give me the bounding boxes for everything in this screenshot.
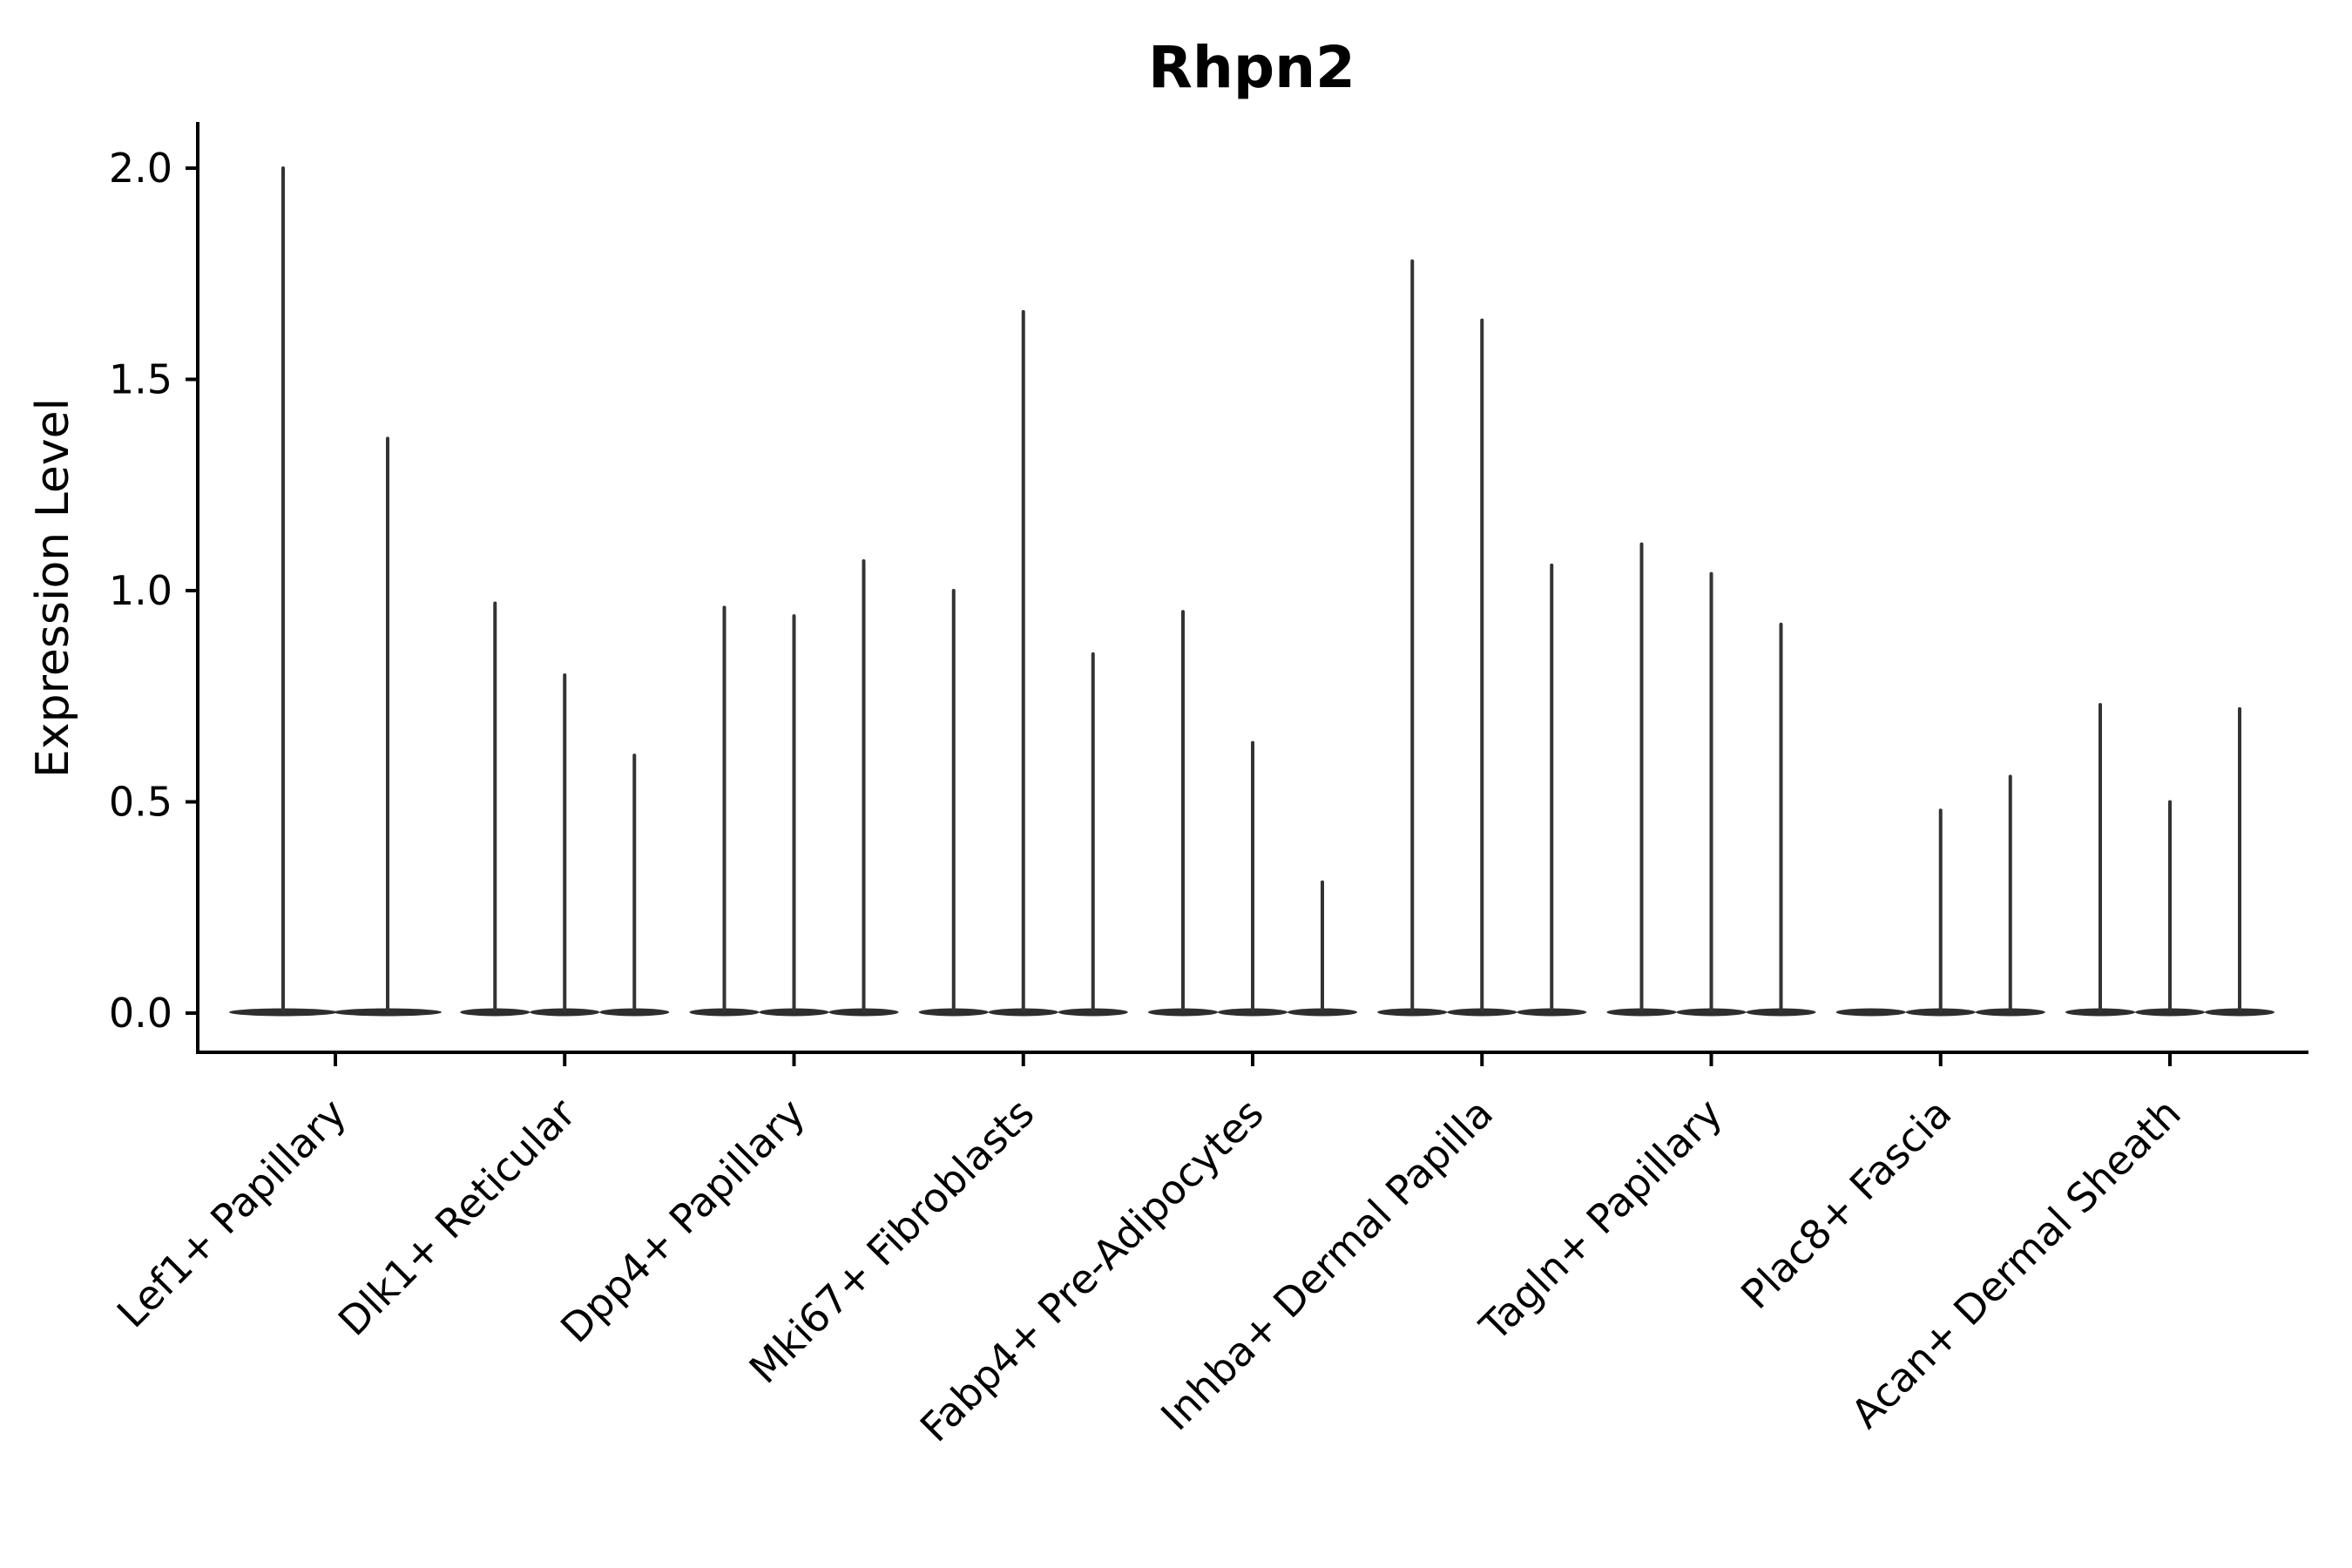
axes-layer [186,122,2308,1066]
violin-3-1 [988,309,1058,1017]
violin-8-0 [2065,702,2135,1017]
violin-8-1 [2135,800,2205,1017]
violin-5-2 [1517,563,1587,1017]
violin-7-1 [1905,808,1976,1017]
x-tick-label-0: Lef1+ Papillary [108,1090,355,1337]
violin-0-1 [334,436,442,1017]
y-tick-label: 2.0 [109,145,172,192]
violin-6-0 [1606,542,1677,1017]
violin-base [1835,1008,1906,1017]
violin-2-2 [828,559,899,1017]
y-tick-label: 0.5 [109,779,172,826]
violin-4-1 [1218,740,1288,1017]
x-tick-label-7: Plac8+ Fascia [1732,1090,1960,1318]
violin-layer [229,166,2274,1017]
violin-5-1 [1447,318,1517,1017]
violin-4-0 [1148,610,1218,1017]
plot-title: Rhpn2 [1148,34,1355,101]
violin-3-0 [918,589,989,1017]
violin-6-1 [1676,571,1747,1017]
violin-1-2 [599,754,670,1017]
y-tick-label: 1.0 [109,567,172,614]
violin-5-0 [1377,259,1448,1017]
violin-3-2 [1058,652,1128,1017]
violin-2-1 [759,614,829,1017]
x-tick-label-1: Dlk1+ Reticular [329,1090,585,1345]
y-tick-label: 1.5 [109,356,172,403]
violin-6-2 [1746,622,1816,1017]
violin-7-2 [1975,774,2045,1017]
x-tick-label-2: Dpp4+ Papillary [551,1090,814,1352]
violin-8-2 [2205,706,2274,1017]
violin-0-0 [229,166,337,1017]
y-axis-label: Expression Level [27,398,79,778]
y-tick-label: 0.0 [109,990,172,1037]
violin-1-1 [530,673,600,1017]
violin-1-0 [460,601,531,1017]
violin-4-2 [1288,880,1357,1017]
violin-7-0 [1835,1008,1906,1017]
violin-2-0 [689,605,760,1017]
x-tick-label-6: Tagln+ Papillary [1470,1090,1732,1351]
